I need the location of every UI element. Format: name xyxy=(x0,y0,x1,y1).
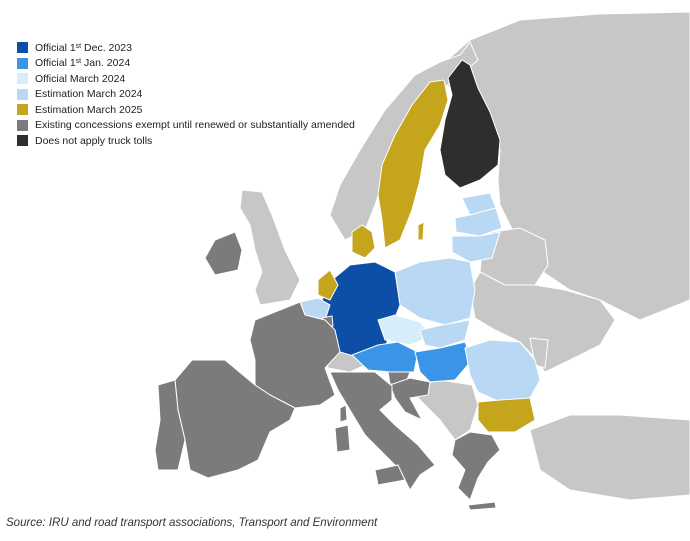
country-uk xyxy=(239,189,301,306)
legend-label: Estimation March 2025 xyxy=(35,103,143,116)
island-sardinia xyxy=(334,424,351,453)
country-netherlands xyxy=(317,269,339,301)
legend-item-official-dec-2023: Official 1st Dec. 2023 xyxy=(17,40,355,56)
country-bulgaria xyxy=(477,397,536,433)
country-poland xyxy=(394,257,476,326)
legend-item-official-mar-2024: Official March 2024 xyxy=(17,71,355,87)
legend-item-estimation-mar-2025: Estimation March 2025 xyxy=(17,102,355,118)
country-croatia xyxy=(389,377,431,422)
country-italy xyxy=(329,371,436,491)
country-ukraine xyxy=(469,271,616,373)
legend: Official 1st Dec. 2023 Official 1st Jan. … xyxy=(17,40,355,149)
country-austria xyxy=(351,341,419,373)
legend-label: Estimation March 2024 xyxy=(35,88,143,101)
country-ireland xyxy=(204,231,243,276)
country-romania xyxy=(464,339,541,403)
country-sweden xyxy=(377,79,449,249)
legend-swatch xyxy=(17,88,28,100)
island-sicily xyxy=(374,464,406,486)
country-finland xyxy=(439,59,501,189)
country-portugal xyxy=(154,379,186,471)
country-france xyxy=(249,301,341,409)
legend-item-existing-concessions: Existing concessions exempt until renewe… xyxy=(17,118,355,134)
country-slovakia xyxy=(419,319,471,349)
island-gotland xyxy=(417,221,425,241)
source-caption: Source: IRU and road transport associati… xyxy=(6,517,378,529)
legend-label: Existing concessions exempt until renewe… xyxy=(35,119,355,132)
legend-swatch xyxy=(17,119,28,131)
legend-item-estimation-mar-2024: Estimation March 2024 xyxy=(17,87,355,103)
country-greece xyxy=(451,431,501,501)
country-hungary xyxy=(414,341,473,383)
legend-label: Does not apply truck tolls xyxy=(35,134,153,147)
country-denmark xyxy=(351,224,376,259)
country-latvia xyxy=(454,207,503,237)
island-corsica xyxy=(339,404,348,423)
legend-swatch xyxy=(17,42,28,54)
country-lithuania xyxy=(451,231,501,263)
legend-swatch xyxy=(17,73,28,85)
legend-swatch xyxy=(17,57,28,69)
country-turkey xyxy=(529,414,690,501)
legend-item-official-jan-2024: Official 1st Jan. 2024 xyxy=(17,56,355,72)
island-crete xyxy=(467,501,497,511)
legend-label: Official 1st Dec. 2023 xyxy=(35,41,132,54)
legend-label: Official 1st Jan. 2024 xyxy=(35,57,131,70)
legend-swatch xyxy=(17,135,28,147)
legend-label: Official March 2024 xyxy=(35,72,126,85)
legend-swatch xyxy=(17,104,28,116)
legend-item-not-apply: Does not apply truck tolls xyxy=(17,133,355,149)
